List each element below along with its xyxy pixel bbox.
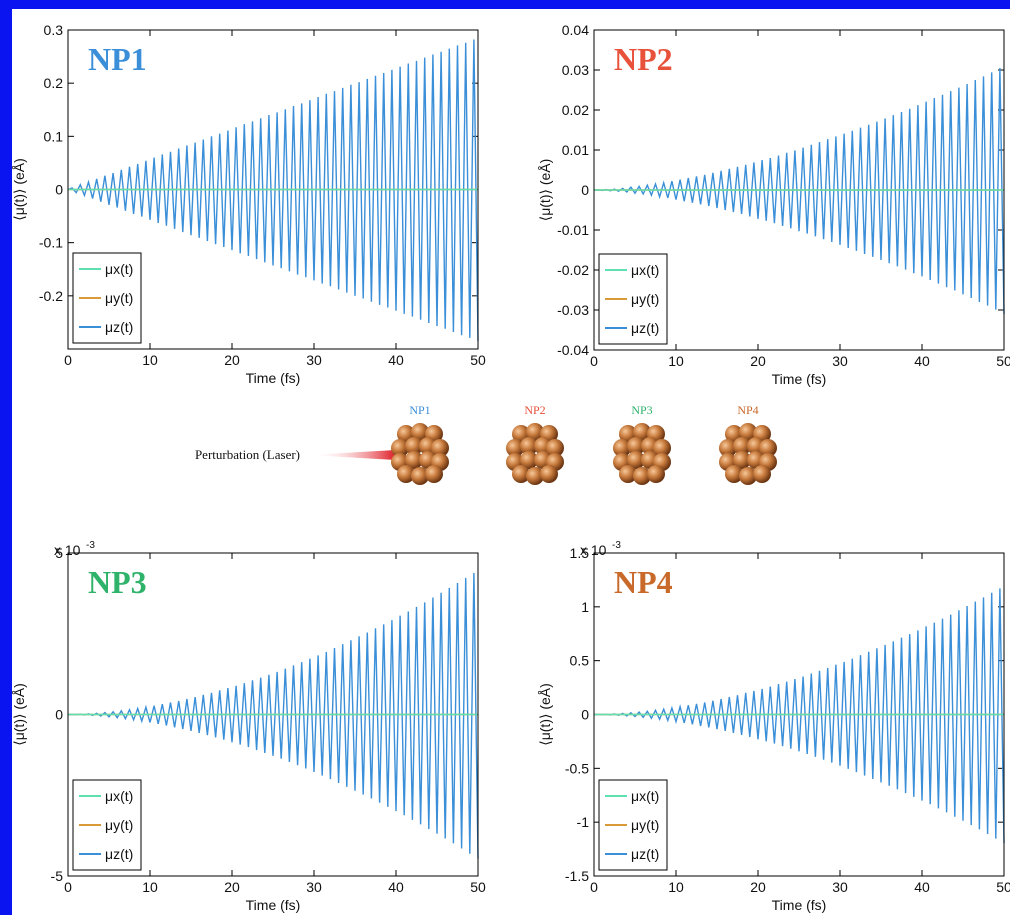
legend-label: μz(t) bbox=[631, 320, 659, 336]
y-scale-label: x 10 bbox=[580, 542, 607, 558]
legend-label: μx(t) bbox=[105, 788, 133, 804]
y-axis-label: ⟨μ(t)⟩ (eÅ) bbox=[11, 158, 27, 221]
chart-title: NP4 bbox=[614, 564, 673, 600]
y-tick-label: -0.02 bbox=[557, 262, 589, 278]
x-tick-label: 20 bbox=[750, 353, 766, 369]
y-tick-label: -0.5 bbox=[565, 760, 589, 776]
laser-label: Perturbation (Laser) bbox=[195, 447, 300, 462]
x-tick-label: 10 bbox=[142, 352, 158, 368]
y-tick-label: 0 bbox=[581, 707, 589, 723]
x-tick-label: 10 bbox=[142, 879, 158, 895]
y-tick-label: -0.04 bbox=[557, 342, 589, 358]
data-line bbox=[67, 573, 479, 859]
x-tick-label: 30 bbox=[832, 353, 848, 369]
legend-label: μx(t) bbox=[631, 262, 659, 278]
x-tick-label: 40 bbox=[914, 879, 930, 895]
x-tick-label: 50 bbox=[470, 352, 486, 368]
y-tick-label: 0.3 bbox=[44, 22, 64, 38]
x-tick-label: 0 bbox=[64, 879, 72, 895]
particle-label: NP4 bbox=[737, 403, 758, 417]
legend-label: μx(t) bbox=[631, 788, 659, 804]
x-tick-label: 20 bbox=[224, 352, 240, 368]
x-tick-label: 0 bbox=[590, 879, 598, 895]
plot-frame bbox=[67, 552, 479, 877]
y-axis-label: ⟨μ(t)⟩ (eÅ) bbox=[537, 159, 553, 222]
particle-label: NP3 bbox=[631, 403, 652, 417]
y-tick-label: 0 bbox=[55, 182, 63, 198]
chart-title: NP3 bbox=[88, 564, 147, 600]
frame-left bbox=[0, 0, 12, 915]
y-tick-label: 1 bbox=[581, 599, 589, 615]
x-tick-label: 40 bbox=[914, 353, 930, 369]
y-tick-label: -1.5 bbox=[565, 868, 589, 884]
y-axis-label: ⟨μ(t)⟩ (eÅ) bbox=[537, 683, 553, 746]
y-tick-label: 0.1 bbox=[44, 128, 64, 144]
y-tick-label: 0 bbox=[55, 707, 63, 723]
y-tick-label: 0.01 bbox=[562, 142, 589, 158]
x-tick-label: 30 bbox=[306, 352, 322, 368]
nanoparticle bbox=[613, 423, 671, 485]
y-tick-label: -5 bbox=[51, 868, 64, 884]
legend-label: μz(t) bbox=[105, 846, 133, 862]
x-tick-label: 10 bbox=[668, 879, 684, 895]
legend-label: μz(t) bbox=[631, 846, 659, 862]
y-tick-label: -0.2 bbox=[39, 288, 63, 304]
chart-title: NP2 bbox=[614, 41, 673, 77]
particle-label: NP2 bbox=[524, 403, 545, 417]
x-tick-label: 20 bbox=[224, 879, 240, 895]
x-tick-label: 40 bbox=[388, 879, 404, 895]
x-tick-label: 40 bbox=[388, 352, 404, 368]
x-tick-label: 0 bbox=[64, 352, 72, 368]
legend-label: μz(t) bbox=[105, 319, 133, 335]
x-tick-label: 50 bbox=[996, 879, 1010, 895]
x-axis-label: Time (fs) bbox=[246, 370, 301, 386]
plot-frame bbox=[593, 29, 1005, 351]
frame-top bbox=[0, 0, 1010, 9]
y-tick-label: 5 bbox=[55, 545, 63, 561]
plot-frame bbox=[593, 552, 1005, 877]
y-tick-label: 0.04 bbox=[562, 22, 589, 38]
y-scale-label: x 10 bbox=[54, 542, 81, 558]
data-line bbox=[594, 588, 1005, 843]
x-axis-label: Time (fs) bbox=[772, 897, 827, 913]
legend-label: μy(t) bbox=[631, 817, 659, 833]
nanoparticle bbox=[391, 423, 449, 485]
y-scale-exponent: -3 bbox=[86, 540, 95, 551]
plot-frame bbox=[67, 29, 479, 350]
y-tick-label: 0.02 bbox=[562, 102, 589, 118]
legend-label: μy(t) bbox=[105, 290, 133, 306]
legend-label: μy(t) bbox=[631, 291, 659, 307]
x-tick-label: 50 bbox=[470, 879, 486, 895]
nanoparticle bbox=[719, 423, 777, 485]
y-axis-label: ⟨μ(t)⟩ (eÅ) bbox=[11, 683, 27, 746]
y-tick-label: 0 bbox=[581, 182, 589, 198]
y-tick-label: 0.03 bbox=[562, 62, 589, 78]
x-tick-label: 20 bbox=[750, 879, 766, 895]
particle-label: NP1 bbox=[409, 403, 430, 417]
x-tick-label: 0 bbox=[590, 353, 598, 369]
legend-label: μy(t) bbox=[105, 817, 133, 833]
x-tick-label: 10 bbox=[668, 353, 684, 369]
chart-title: NP1 bbox=[88, 41, 147, 77]
x-tick-label: 50 bbox=[996, 353, 1010, 369]
y-tick-label: -1 bbox=[577, 814, 590, 830]
y-tick-label: 0.2 bbox=[44, 75, 64, 91]
laser-beam bbox=[310, 450, 395, 460]
x-axis-label: Time (fs) bbox=[772, 371, 827, 387]
x-tick-label: 30 bbox=[832, 879, 848, 895]
y-tick-label: -0.03 bbox=[557, 302, 589, 318]
data-line bbox=[594, 67, 1005, 315]
x-tick-label: 30 bbox=[306, 879, 322, 895]
y-tick-label: -0.01 bbox=[557, 222, 589, 238]
nanoparticle bbox=[506, 423, 564, 485]
legend-label: μx(t) bbox=[105, 261, 133, 277]
y-tick-label: 0.5 bbox=[570, 653, 590, 669]
data-line bbox=[67, 39, 479, 342]
x-axis-label: Time (fs) bbox=[246, 897, 301, 913]
y-tick-label: 1.5 bbox=[570, 545, 590, 561]
y-scale-exponent: -3 bbox=[612, 540, 621, 551]
y-tick-label: -0.1 bbox=[39, 235, 63, 251]
